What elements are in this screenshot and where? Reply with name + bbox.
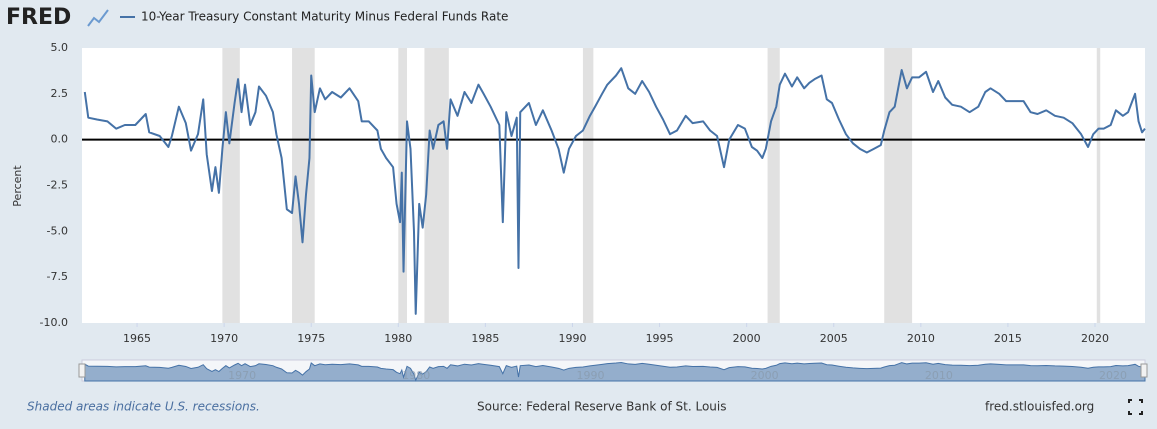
navigator-tick-label: 1970 xyxy=(228,369,256,382)
x-tick-label: 2015 xyxy=(994,332,1022,345)
site-link[interactable]: fred.stlouisfed.org xyxy=(985,400,1094,414)
x-tick-label: 2005 xyxy=(820,332,848,345)
recession-band xyxy=(767,48,780,323)
x-tick-label: 1995 xyxy=(646,332,674,345)
x-tick-label: 1990 xyxy=(558,332,586,345)
recession-band xyxy=(582,48,594,323)
navigator-handle[interactable] xyxy=(78,363,86,378)
navigator-area xyxy=(84,361,1146,382)
fullscreen-icon[interactable] xyxy=(1128,399,1143,415)
logo-icon xyxy=(87,9,109,27)
x-tick-label: 2000 xyxy=(733,332,761,345)
x-tick-label: 2020 xyxy=(1081,332,1109,345)
y-tick-label: -10.0 xyxy=(40,316,68,329)
x-tick-label: 1965 xyxy=(123,332,151,345)
recession-band xyxy=(1096,48,1101,323)
y-tick-label: 5.0 xyxy=(51,41,69,54)
plot-area xyxy=(82,48,1145,323)
y-tick-label: 0.0 xyxy=(51,133,69,146)
navigator-tick-label: 1980 xyxy=(402,369,430,382)
recession-band xyxy=(424,48,449,323)
logo: FRED xyxy=(6,5,71,30)
x-tick-label: 1970 xyxy=(210,332,238,345)
y-tick-label: -7.5 xyxy=(47,270,68,283)
recession-note: Shaded areas indicate U.S. recessions. xyxy=(27,400,260,414)
recession-band xyxy=(292,48,315,323)
source: Source: Federal Reserve Bank of St. Loui… xyxy=(477,400,726,414)
navigator-tick-label: 2010 xyxy=(925,369,953,382)
navigator-tick-label: 1990 xyxy=(576,369,604,382)
x-tick-label: 1980 xyxy=(384,332,412,345)
y-tick-label: 2.5 xyxy=(51,87,69,100)
x-tick-label: 1975 xyxy=(297,332,325,345)
navigator-tick-label: 2020 xyxy=(1099,369,1127,382)
x-tick-label: 2010 xyxy=(907,332,935,345)
y-axis-label: Percent xyxy=(11,165,24,207)
x-tick-label: 1985 xyxy=(471,332,499,345)
navigator-handle[interactable] xyxy=(1140,363,1148,378)
series-line xyxy=(83,67,1146,315)
recession-band xyxy=(884,48,913,323)
legend-entry: 10-Year Treasury Constant Maturity Minus… xyxy=(141,10,508,24)
y-tick-label: -5.0 xyxy=(47,224,68,237)
y-tick-label: -2.5 xyxy=(47,179,68,192)
navigator-tick-label: 2000 xyxy=(751,369,779,382)
